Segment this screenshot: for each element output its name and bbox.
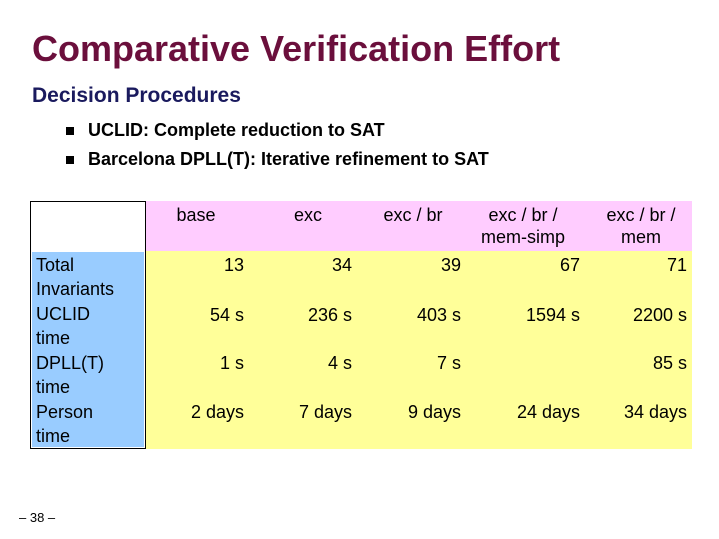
table-cell: 24 days [516,402,580,422]
slide-subtitle: Decision Procedures [32,84,241,107]
table-cell: 67 [559,255,580,275]
row-header-box [30,201,146,449]
table-cell: 85 s [652,353,687,373]
page-number: – 38 – [19,510,56,525]
column-header: exc / br / mem-simp [481,205,565,247]
bullet-item: Barcelona DPLL(T): Iterative refinement … [66,145,489,174]
column-header: exc / br / mem [606,205,676,247]
table-cell: 403 s [416,305,461,325]
table-cell: 9 days [407,402,461,422]
table-cell: 2200 s [632,305,687,325]
column-header: base [176,205,216,225]
table-cell: 236 s [307,305,352,325]
table-cell: 34 [331,255,352,275]
table-cell: 1594 s [525,305,580,325]
table-cell: 13 [223,255,244,275]
table-cell: 1 s [219,353,244,373]
data-band [146,251,692,449]
row-header-band [32,252,144,447]
bullet-list: UCLID: Complete reduction to SAT Barcelo… [66,116,489,174]
row-header: DPLL(T) time [36,353,105,397]
square-bullet-icon [66,155,74,164]
column-header-band [146,201,692,251]
bullet-text: UCLID: Complete reduction to SAT [88,120,385,140]
table-cell: 34 days [623,402,687,422]
bullet-text: Barcelona DPLL(T): Iterative refinement … [88,149,489,169]
bullet-item: UCLID: Complete reduction to SAT [66,116,489,145]
table-cell: 7 days [298,402,352,422]
row-header: UCLID time [36,304,91,348]
table-cell: 4 s [327,353,352,373]
square-bullet-icon [66,126,74,135]
table-cell: 2 days [190,402,244,422]
column-header: exc / br [383,205,443,225]
column-header: exc [293,205,322,225]
table-cell: 71 [666,255,687,275]
row-header: Total Invariants [36,255,115,299]
table-cell: 54 s [209,305,244,325]
slide-title: Comparative Verification Effort [32,28,561,69]
table-cell: 7 s [436,353,461,373]
table-cell: 39 [440,255,461,275]
row-header: Person time [36,402,94,446]
